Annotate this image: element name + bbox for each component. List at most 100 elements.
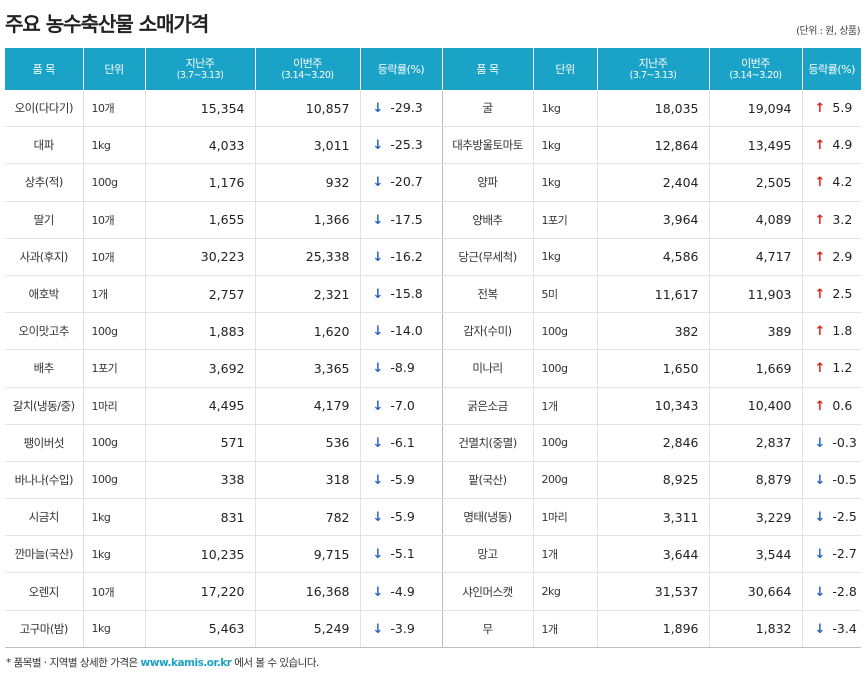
this-week-price: 3,544 — [709, 535, 803, 574]
change-value: -5.9 — [390, 471, 415, 487]
change-value: 5.9 — [832, 100, 853, 116]
arrow-down-icon: ↓ — [372, 621, 384, 637]
arrow-down-icon: ↓ — [372, 398, 384, 414]
item-name: 굵은소금 — [442, 387, 534, 425]
table-row: 상추(적) 100g 1,176 932 ↓ -20.7 양파 1kg 2,404 2,505 ↑ 4… — [5, 163, 861, 202]
item-name: 배추 — [5, 349, 84, 388]
change-rate: ↓ -6.1 — [360, 424, 443, 462]
page-header: 주요 농수축산물 소매가격 (단위 : 원, 상품) — [5, 6, 860, 40]
arrow-down-icon: ↓ — [372, 510, 384, 526]
header-unit: 단위 — [83, 48, 146, 90]
item-name: 시금치 — [5, 498, 84, 537]
item-name: 갈치(냉동/중) — [5, 387, 84, 425]
prev-week-price: 1,655 — [145, 201, 256, 239]
header-prev-week: 지난주 (3.7~3.13) — [145, 48, 256, 90]
item-unit: 1kg — [83, 610, 146, 648]
this-week-price: 2,837 — [709, 424, 803, 462]
change-rate: ↓ -17.5 — [360, 201, 443, 239]
item-name: 전복 — [442, 275, 534, 314]
item-name: 바나나(수입) — [5, 461, 84, 500]
arrow-down-icon: ↓ — [372, 435, 384, 451]
change-rate: ↑ 4.2 — [802, 163, 861, 202]
change-rate: ↓ -3.9 — [360, 610, 443, 648]
change-value: -3.4 — [832, 620, 857, 636]
arrow-down-icon: ↓ — [814, 435, 826, 451]
item-unit: 1kg — [83, 498, 146, 537]
item-name: 명태(냉동) — [442, 498, 534, 537]
item-unit: 200g — [533, 461, 598, 500]
table-row: 배추 1포기 3,692 3,365 ↓ -8.9 미나리 100g 1,650 1,669 ↑ 1.… — [5, 349, 861, 388]
this-week-price: 30,664 — [709, 572, 803, 611]
arrow-down-icon: ↓ — [372, 212, 384, 228]
change-rate: ↓ -16.2 — [360, 238, 443, 276]
this-week-price: 1,832 — [709, 610, 803, 648]
this-week-price: 3,229 — [709, 498, 803, 537]
arrow-up-icon: ↑ — [814, 175, 826, 191]
item-name: 애호박 — [5, 275, 84, 314]
prev-week-price: 30,223 — [145, 238, 256, 276]
this-week-price: 932 — [255, 163, 361, 202]
change-value: -20.7 — [390, 174, 423, 190]
arrow-up-icon: ↑ — [814, 138, 826, 154]
header-item: 품 목 — [5, 48, 84, 90]
item-unit: 5미 — [533, 275, 598, 314]
kamis-link[interactable]: www.kamis.or.kr — [140, 657, 232, 669]
change-value: -6.1 — [390, 434, 415, 450]
change-rate: ↓ -20.7 — [360, 163, 443, 202]
change-rate: ↑ 1.2 — [802, 349, 861, 388]
change-value: -2.8 — [832, 583, 857, 599]
item-unit: 100g — [83, 461, 146, 500]
this-week-price: 389 — [709, 312, 803, 351]
item-name: 오렌지 — [5, 572, 84, 611]
item-unit: 100g — [83, 424, 146, 462]
header-item: 품 목 — [442, 48, 534, 90]
this-week-price: 2,505 — [709, 163, 803, 202]
change-rate: ↓ -25.3 — [360, 126, 443, 165]
table-row: 애호박 1개 2,757 2,321 ↓ -15.8 전복 5미 11,617 11,903 ↑ 2.… — [5, 275, 861, 314]
prev-week-price: 2,846 — [597, 424, 710, 462]
item-unit: 10개 — [83, 201, 146, 239]
arrow-down-icon: ↓ — [814, 547, 826, 563]
prev-week-price: 31,537 — [597, 572, 710, 611]
this-week-price: 3,365 — [255, 349, 361, 388]
item-name: 대파 — [5, 126, 84, 165]
price-table: 품 목 단위 지난주 (3.7~3.13) 이번주 (3.14~3.20) 등락률(… — [5, 48, 861, 648]
this-week-price: 19,094 — [709, 90, 803, 128]
unit-note: (단위 : 원, 상품) — [796, 26, 860, 37]
change-rate: ↓ -5.1 — [360, 535, 443, 574]
prev-week-price: 338 — [145, 461, 256, 500]
arrow-down-icon: ↓ — [372, 472, 384, 488]
prev-week-price: 12,864 — [597, 126, 710, 165]
table-row: 오렌지 10개 17,220 16,368 ↓ -4.9 샤인머스캣 2kg 31,537 30,… — [5, 572, 861, 611]
table-row: 팽이버섯 100g 571 536 ↓ -6.1 건멸치(중멸) 100g 2,846 2,837… — [5, 424, 861, 462]
change-value: 2.5 — [832, 286, 853, 302]
arrow-down-icon: ↓ — [372, 101, 384, 117]
this-week-price: 13,495 — [709, 126, 803, 165]
prev-week-price: 1,883 — [145, 312, 256, 351]
arrow-down-icon: ↓ — [372, 324, 384, 340]
header-unit: 단위 — [533, 48, 598, 90]
prev-week-price: 17,220 — [145, 572, 256, 611]
arrow-down-icon: ↓ — [814, 584, 826, 600]
page-title: 주요 농수축산물 소매가격 — [5, 12, 209, 36]
item-name: 건멸치(중멸) — [442, 424, 534, 462]
item-unit: 1kg — [83, 126, 146, 165]
item-name: 고구마(밤) — [5, 610, 84, 648]
change-value: -5.9 — [390, 509, 415, 525]
this-week-price: 9,715 — [255, 535, 361, 574]
change-value: -14.0 — [390, 323, 423, 339]
this-week-price: 1,620 — [255, 312, 361, 351]
prev-week-price: 3,964 — [597, 201, 710, 239]
change-rate: ↓ -5.9 — [360, 498, 443, 537]
item-unit: 1kg — [533, 238, 598, 276]
prev-week-price: 3,644 — [597, 535, 710, 574]
arrow-down-icon: ↓ — [372, 361, 384, 377]
change-value: -17.5 — [390, 211, 423, 227]
change-rate: ↓ -29.3 — [360, 90, 443, 128]
change-rate: ↑ 2.5 — [802, 275, 861, 314]
change-value: -15.8 — [390, 286, 423, 302]
table-row: 오이맛고추 100g 1,883 1,620 ↓ -14.0 감자(수미) 100g 382 38… — [5, 312, 861, 351]
arrow-down-icon: ↓ — [372, 287, 384, 303]
prev-week-price: 2,404 — [597, 163, 710, 202]
change-value: -0.3 — [832, 434, 857, 450]
